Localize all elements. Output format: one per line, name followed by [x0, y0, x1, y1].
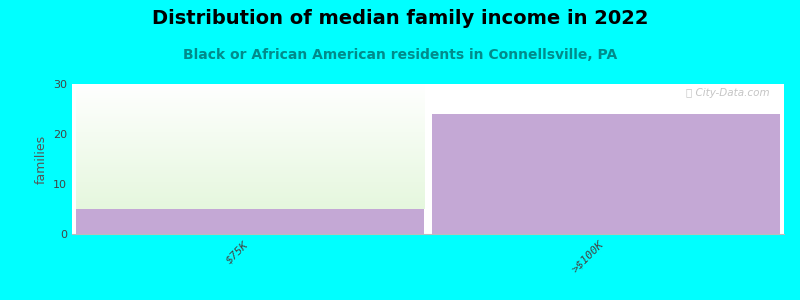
Text: ⓘ City-Data.com: ⓘ City-Data.com [686, 88, 770, 98]
Bar [431, 114, 781, 234]
Text: Distribution of median family income in 2022: Distribution of median family income in … [152, 9, 648, 28]
Text: Black or African American residents in Connellsville, PA: Black or African American residents in C… [183, 48, 617, 62]
Bar [75, 209, 425, 234]
Y-axis label: families: families [34, 134, 47, 184]
